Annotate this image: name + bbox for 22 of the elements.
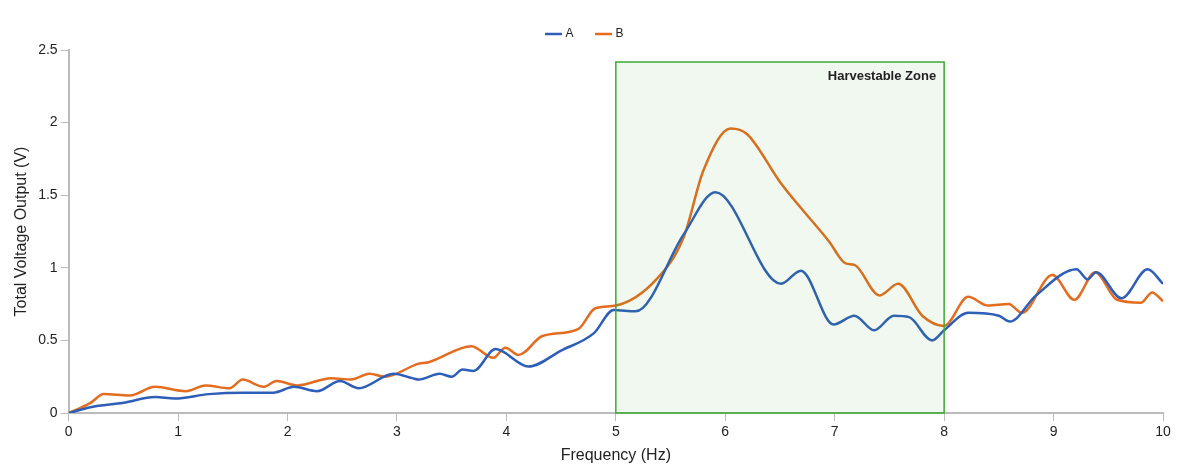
y-tick-label: 1 [49, 258, 58, 275]
x-tick-label: 0 [64, 423, 73, 440]
y-tick-label: 2 [49, 113, 58, 130]
x-tick-label: 10 [1155, 423, 1171, 440]
y-tick-label: 0 [49, 403, 58, 420]
x-tick-label: 8 [940, 423, 949, 440]
x-tick-label: 7 [830, 423, 839, 440]
y-tick-label: 2.5 [38, 40, 58, 57]
y-tick-label: 1.5 [38, 186, 58, 203]
legend-label: B [615, 26, 624, 41]
y-axis-title: Total Voltage Output (V) [12, 146, 30, 317]
y-tick-label: 0.5 [38, 331, 58, 348]
x-tick-label: 2 [283, 423, 292, 440]
x-axis-title: Frequency (Hz) [560, 445, 671, 463]
x-tick-label: 6 [721, 423, 730, 440]
x-tick-label: 5 [611, 423, 620, 440]
x-tick-label: 1 [174, 423, 183, 440]
x-tick-label: 3 [393, 423, 402, 440]
x-tick-label: 4 [502, 423, 511, 440]
band-label: Harvestable Zone [827, 68, 937, 84]
legend-label: A [565, 26, 574, 41]
x-tick-label: 9 [1049, 423, 1058, 440]
